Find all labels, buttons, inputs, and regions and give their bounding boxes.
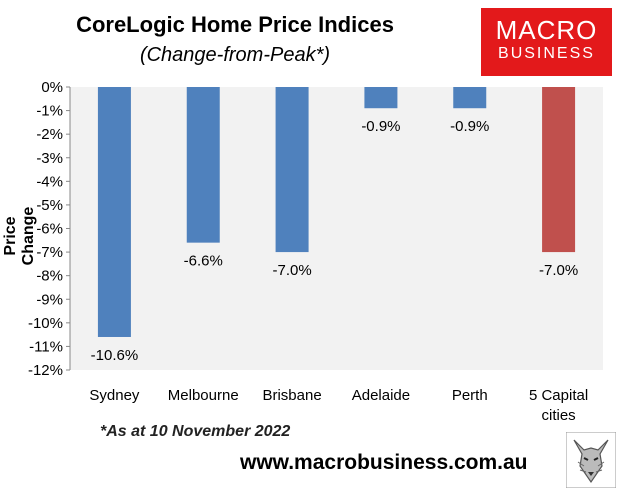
y-tick-label: -10%: [28, 315, 63, 332]
y-tick-label: 0%: [41, 79, 63, 96]
bar-2: [275, 87, 309, 253]
y-tick-label: -12%: [28, 362, 63, 379]
y-tick-label: -9%: [36, 291, 63, 308]
y-tick-label: -3%: [36, 150, 63, 167]
plot-area: [70, 87, 603, 370]
y-tick-label: -4%: [36, 173, 63, 190]
data-label: -6.6%: [184, 253, 223, 270]
bar-3: [364, 87, 398, 109]
x-tick-label: Melbourne: [168, 387, 239, 404]
bar-1: [186, 87, 220, 243]
x-tick-label: Perth: [452, 387, 488, 404]
y-tick-label: -1%: [36, 103, 63, 120]
y-tick-label: -2%: [36, 126, 63, 143]
bar-4: [453, 87, 487, 109]
data-label: -0.9%: [361, 118, 400, 135]
bar-0: [97, 87, 131, 337]
logo-line-macro: MACRO: [495, 15, 598, 45]
y-tick-label: -6%: [36, 221, 63, 238]
x-tick-label: 5 Capital: [529, 387, 588, 404]
data-label: -7.0%: [539, 262, 578, 279]
data-label: -7.0%: [272, 262, 311, 279]
y-tick-label: -11%: [29, 338, 63, 355]
y-tick-label: -5%: [36, 197, 63, 214]
data-label: -10.6%: [91, 347, 139, 364]
x-tick-label: Brisbane: [262, 387, 321, 404]
chart-title: CoreLogic Home Price Indices: [76, 12, 394, 37]
wolf-icon: [566, 432, 616, 488]
data-label: -0.9%: [450, 118, 489, 135]
chart-subtitle: (Change-from-Peak*): [139, 44, 331, 66]
footnote: *As at 10 November 2022: [100, 423, 291, 440]
x-tick-label: Adelaide: [352, 387, 410, 404]
x-tick-label: cities: [541, 407, 575, 424]
y-tick-label: -8%: [36, 268, 63, 285]
macrobusiness-logo: MACRO BUSINESS: [481, 8, 612, 76]
y-tick-label: -7%: [36, 244, 63, 261]
website-url: www.macrobusiness.com.au: [240, 451, 528, 474]
bar-5: [542, 87, 576, 253]
logo-line-business: BUSINESS: [498, 45, 595, 62]
x-tick-label: Sydney: [89, 387, 140, 404]
